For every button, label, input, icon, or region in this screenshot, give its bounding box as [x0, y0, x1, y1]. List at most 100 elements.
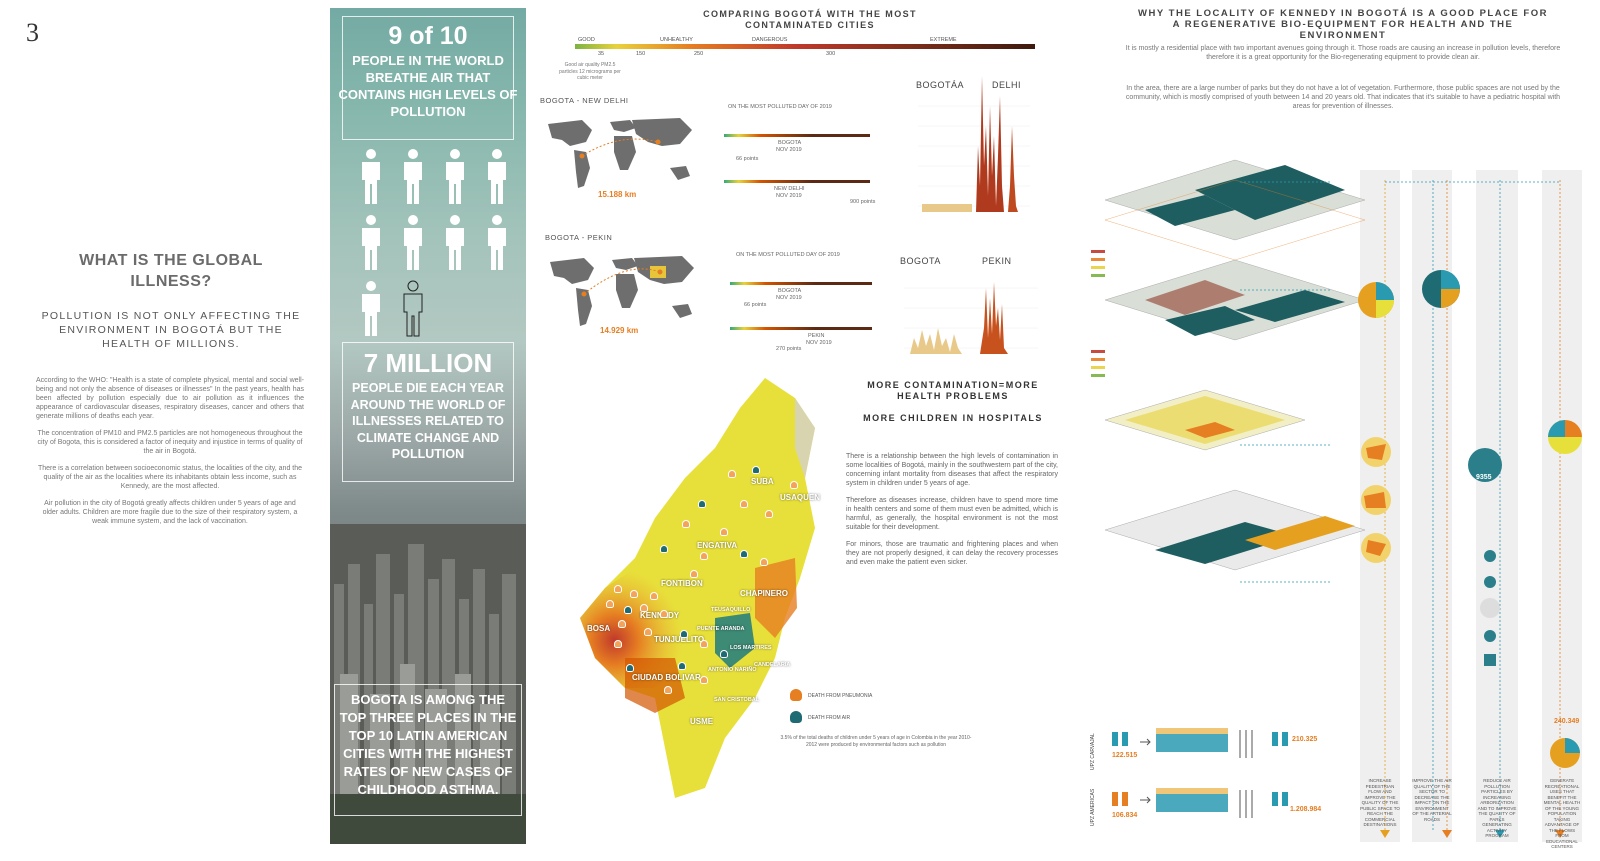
action-recreation: GENERATE RECREATIONAL USES THAT BENEFIT … — [1543, 778, 1581, 849]
person-icon — [442, 214, 468, 272]
lung-marker-air — [752, 466, 760, 474]
scale-number: 300 — [826, 51, 836, 57]
scale-label: GOOD — [578, 37, 595, 43]
pie-chart-4 — [1550, 738, 1580, 768]
lung-marker-pneumonia — [682, 520, 690, 528]
contamination-heading: MORE CONTAMINATION=MORE HEALTH PROBLEMS — [867, 380, 1039, 401]
global-illness-title: WHAT IS THE GLOBAL ILLNESS? — [79, 252, 263, 290]
world-map-pekin — [550, 256, 694, 326]
map-label-bosa: BOSA — [587, 624, 611, 633]
stat-box-2 — [342, 342, 514, 482]
stat-box-3 — [334, 684, 522, 816]
scale-label: UNHEALTHY — [660, 37, 693, 43]
tree-count-number: 9355 — [1476, 474, 1492, 481]
map-label-teusaquillo: TEUSAQUILLO — [711, 607, 751, 613]
lung-marker-air — [698, 500, 706, 508]
chart-city-b: DELHI — [992, 80, 1022, 90]
lung-marker-pneumonia — [728, 470, 736, 478]
zone-circles — [1361, 437, 1391, 563]
lung-marker-pneumonia — [700, 552, 708, 560]
upz-label: UPZ CARVAJAL — [1090, 733, 1096, 770]
map-label-suba: SUBA — [751, 477, 774, 486]
person-icon — [400, 148, 426, 206]
city-b-label: PEKIN — [808, 333, 825, 339]
date-a-label: NOV 2019 — [776, 295, 802, 301]
pie-chart-2 — [1422, 270, 1460, 308]
action-arborization: REDUCE AIR POLLUTION PARTICLES BY INCREA… — [1477, 778, 1517, 838]
pollution-line-pekin — [730, 327, 872, 330]
person-icon — [358, 280, 384, 338]
person-icon — [484, 148, 510, 206]
lung-marker-air — [624, 606, 632, 614]
chart-city-a: BOGOTÁA — [916, 80, 965, 90]
person-icon — [358, 214, 384, 272]
population-number: 210.325 — [1292, 736, 1318, 743]
lung-marker-air — [740, 550, 748, 558]
tree-count-circle — [1468, 448, 1502, 482]
page-number: 3 — [26, 18, 39, 47]
map-label-chapinero: CHAPINERO — [740, 589, 789, 598]
population-number: 1.208.984 — [1290, 806, 1322, 813]
map-label-ciudad-bolivar: CIUDAD BOLIVAR — [632, 673, 701, 682]
points-a-label: 66 points — [736, 156, 759, 162]
body-paragraph: The concentration of PM10 and PM2.5 part… — [37, 430, 303, 455]
body-paragraph: According to the WHO: "Health is a state… — [36, 377, 304, 420]
comparing-title: COMPARING BOGOTÁ WITH THE MOST CONTAMINA… — [703, 9, 917, 30]
lung-marker-pneumonia — [650, 592, 658, 600]
strategy-column-bg — [1476, 170, 1518, 842]
lung-marker-pneumonia — [640, 604, 648, 612]
pollution-line-bogota-2 — [730, 282, 872, 285]
stat-asthma-text: BOGOTA IS AMONG THE TOP THREE PLACES IN … — [339, 692, 517, 797]
lung-marker-air — [626, 664, 634, 672]
population-diagram — [1112, 728, 1288, 818]
body-paragraph: For minors, those are traumatic and frig… — [846, 541, 1058, 566]
scale-label: EXTREME — [930, 37, 957, 43]
section-title-pekin: BOGOTA - PEKIN — [545, 233, 613, 242]
lung-marker-pneumonia — [700, 676, 708, 684]
air-quality-scale — [575, 44, 1035, 49]
scale-label: DANGEROUS — [752, 37, 788, 43]
lung-marker-air — [678, 662, 686, 670]
body-paragraph: There is a correlation between socioecon… — [37, 465, 303, 490]
legend-pneumonia: DEATH FROM PNEUMONIA — [808, 693, 873, 699]
points-b-label: 270 points — [776, 346, 802, 352]
global-illness-subtitle: POLLUTION IS NOT ONLY AFFECTING THE ENVI… — [41, 310, 301, 350]
map-label-antonio-narino: ANTONIO NARIÑO — [708, 667, 757, 673]
lung-marker-pneumonia — [660, 610, 668, 618]
map-label-tunjuelito: TUNJUELITO — [654, 635, 705, 644]
lung-marker-pneumonia — [614, 640, 622, 648]
scale-number: 250 — [694, 51, 704, 57]
kennedy-para-2: In the area, there are a large number of… — [1125, 85, 1561, 110]
date-b-label: NOV 2019 — [776, 193, 802, 199]
lung-marker-air — [660, 545, 668, 553]
lung-marker-pneumonia — [740, 500, 748, 508]
lung-marker-pneumonia — [606, 600, 614, 608]
person-icon — [442, 148, 468, 206]
action-pedestrian: INCREASE PEDESTRIAN FLOW AND IMPROVE THE… — [1360, 778, 1400, 827]
lung-marker-pneumonia — [720, 528, 728, 536]
day-label: ON THE MOST POLLUTED DAY OF 2019 — [736, 252, 840, 258]
map-label-engativa: ENGATIVA — [697, 541, 738, 550]
pie-chart-1 — [1358, 282, 1394, 318]
stat-7-million-text: PEOPLE DIE EACH YEAR AROUND THE WORLD OF… — [350, 381, 506, 461]
pollution-chart-delhi — [918, 76, 1030, 212]
lung-marker-pneumonia — [614, 585, 622, 593]
scale-number: 150 — [636, 51, 646, 57]
population-number: 106.834 — [1112, 812, 1138, 819]
body-paragraph: Therefore as diseases increase, children… — [846, 497, 1058, 531]
map-label-candelaria: CANDELARIA — [754, 662, 791, 668]
pollution-chart-pekin — [904, 282, 1038, 354]
chart-city-b-2: PEKIN — [982, 256, 1012, 266]
kennedy-title: WHY THE LOCALITY OF KENNEDY IN BOGOTÁ IS… — [1138, 8, 1548, 41]
map-label-puente-aranda: PUENTE ARANDA — [697, 626, 745, 632]
person-icon-outline — [400, 280, 426, 338]
map-label-usme: USME — [690, 717, 714, 726]
pie-chart-3 — [1548, 420, 1582, 454]
distance-delhi: 15.188 km — [598, 190, 637, 199]
stat-7-million: 7 MILLION — [363, 348, 493, 378]
distance-pekin: 14.929 km — [600, 326, 639, 335]
lung-icon-pneumonia — [790, 689, 802, 701]
points-b-label: 900 points — [850, 199, 876, 205]
chart-city-a-2: BOGOTA — [900, 256, 941, 266]
lung-marker-pneumonia — [760, 558, 768, 566]
